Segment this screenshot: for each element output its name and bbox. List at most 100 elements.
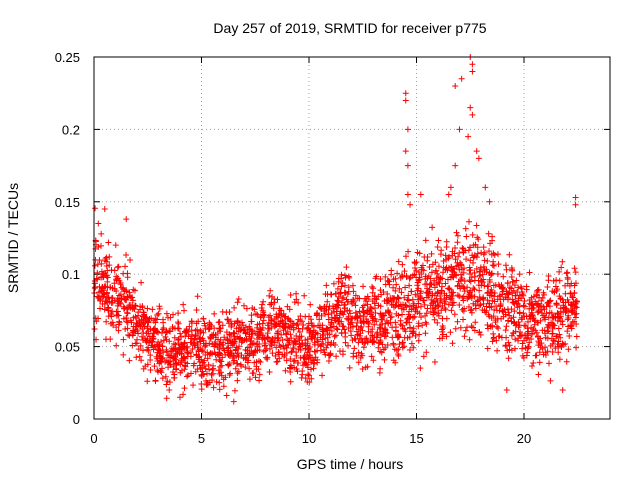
- data-point: [117, 279, 124, 286]
- data-point: [362, 339, 369, 346]
- data-point: [158, 338, 165, 345]
- data-point: [345, 284, 352, 291]
- data-point: [569, 294, 576, 301]
- data-point: [451, 245, 458, 252]
- data-point: [550, 337, 557, 344]
- data-point: [162, 373, 169, 380]
- data-point: [145, 319, 152, 326]
- data-point: [443, 238, 450, 245]
- data-point: [171, 354, 178, 361]
- data-point: [372, 310, 379, 317]
- data-point: [233, 325, 240, 332]
- data-point: [334, 297, 341, 304]
- data-point: [404, 296, 411, 303]
- data-point: [339, 323, 346, 330]
- data-point: [354, 313, 361, 320]
- data-point: [235, 296, 242, 303]
- data-point: [462, 327, 469, 334]
- data-point: [569, 309, 576, 316]
- data-point: [271, 323, 278, 330]
- data-point: [275, 337, 282, 344]
- data-point: [156, 360, 163, 367]
- data-point: [242, 346, 249, 353]
- data-point: [431, 284, 438, 291]
- data-point: [209, 367, 216, 374]
- data-point: [145, 347, 152, 354]
- data-point: [501, 306, 508, 313]
- data-point: [288, 335, 295, 342]
- data-point: [225, 362, 232, 369]
- data-point: [452, 162, 459, 169]
- data-point: [256, 320, 263, 327]
- data-point: [268, 317, 275, 324]
- data-point: [190, 340, 197, 347]
- data-point: [160, 349, 167, 356]
- data-point: [439, 323, 446, 330]
- data-point: [521, 313, 528, 320]
- data-point: [351, 345, 358, 352]
- data-point: [500, 273, 507, 280]
- data-point: [367, 328, 374, 335]
- data-point: [553, 302, 560, 309]
- data-point: [123, 296, 130, 303]
- data-point: [106, 262, 113, 269]
- data-point: [373, 318, 380, 325]
- data-point: [406, 303, 413, 310]
- data-point: [556, 356, 563, 363]
- data-point: [461, 278, 468, 285]
- data-point: [147, 366, 154, 373]
- data-point: [389, 334, 396, 341]
- data-point: [334, 285, 341, 292]
- data-point: [426, 264, 433, 271]
- data-point: [449, 271, 456, 278]
- data-point: [278, 307, 285, 314]
- data-point: [244, 350, 251, 357]
- data-point: [377, 276, 384, 283]
- data-point: [511, 282, 518, 289]
- data-point: [332, 317, 339, 324]
- data-point: [376, 340, 383, 347]
- data-point: [227, 348, 234, 355]
- data-point: [323, 325, 330, 332]
- data-point: [333, 312, 340, 319]
- data-point: [170, 369, 177, 376]
- data-point: [135, 330, 142, 337]
- data-point: [243, 335, 250, 342]
- data-point: [148, 315, 155, 322]
- data-point: [137, 323, 144, 330]
- data-point: [95, 220, 102, 227]
- data-point: [570, 294, 577, 301]
- data-point: [331, 333, 338, 340]
- data-point: [481, 257, 488, 264]
- data-point: [572, 303, 579, 310]
- data-point: [160, 337, 167, 344]
- data-point: [192, 335, 199, 342]
- data-point: [123, 251, 130, 258]
- data-point: [555, 349, 562, 356]
- data-point: [324, 330, 331, 337]
- data-point: [149, 339, 156, 346]
- data-point: [442, 306, 449, 313]
- data-point: [108, 267, 115, 274]
- data-point: [334, 326, 341, 333]
- data-point: [536, 349, 543, 356]
- data-point: [502, 327, 509, 334]
- data-point: [213, 378, 220, 385]
- data-point: [403, 304, 410, 311]
- data-point: [461, 333, 468, 340]
- data-point: [302, 360, 309, 367]
- data-point: [484, 258, 491, 265]
- data-point: [449, 340, 456, 347]
- data-point: [409, 314, 416, 321]
- data-point: [360, 344, 367, 351]
- data-point: [247, 338, 254, 345]
- data-point: [321, 305, 328, 312]
- data-point: [123, 287, 130, 294]
- data-point: [287, 362, 294, 369]
- data-point: [252, 374, 259, 381]
- data-point: [167, 361, 174, 368]
- data-point: [435, 237, 442, 244]
- data-point: [484, 321, 491, 328]
- data-point: [443, 333, 450, 340]
- data-point: [533, 329, 540, 336]
